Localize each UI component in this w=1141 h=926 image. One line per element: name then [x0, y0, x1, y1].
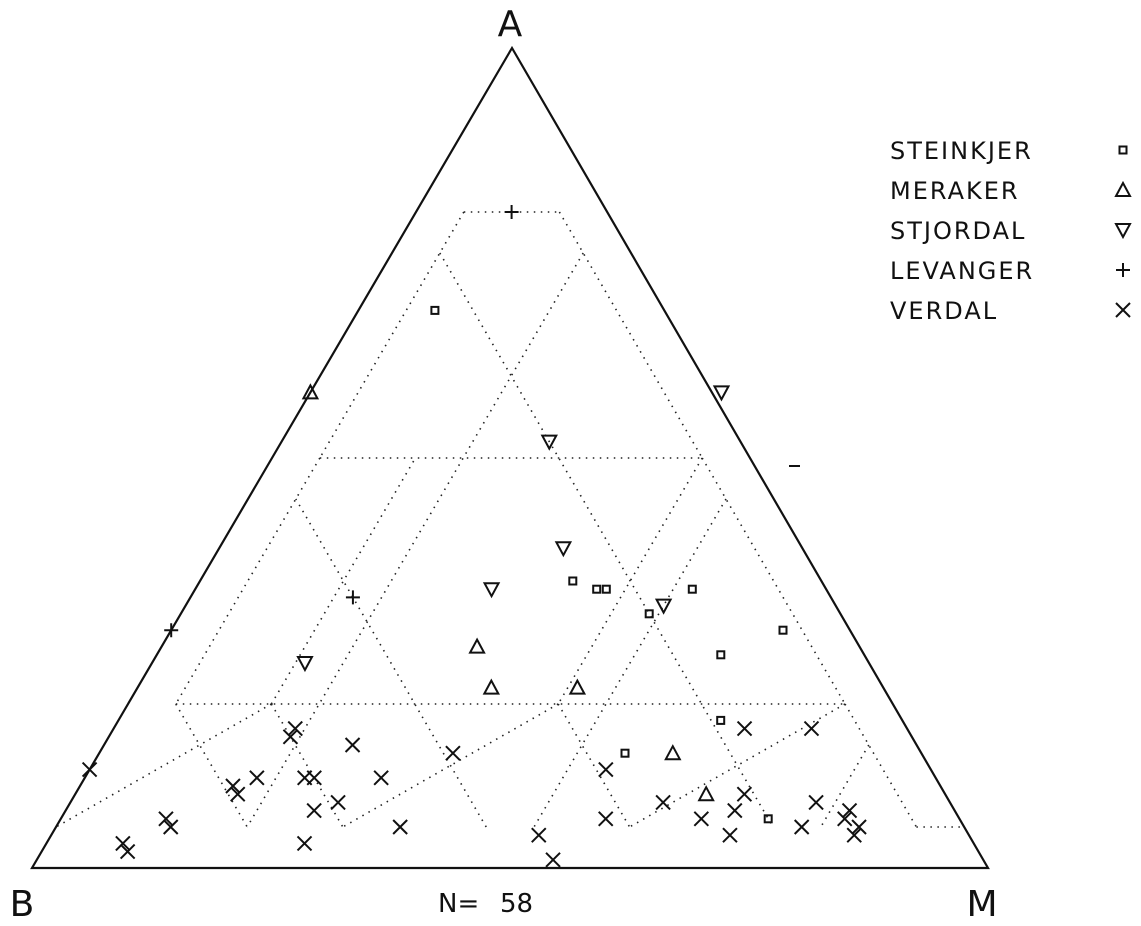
legend-marker-levanger [1116, 263, 1130, 277]
data-point-verdal [722, 827, 738, 843]
data-point-steinkjer [620, 748, 630, 758]
data-point-stjordal [712, 385, 731, 402]
data-point-verdal [655, 794, 671, 811]
data-point-verdal [545, 852, 561, 868]
data-point-verdal [373, 770, 389, 786]
n-label: N= [438, 889, 479, 919]
data-point-levanger [345, 590, 360, 605]
legend-marker-stjordal [1114, 223, 1132, 240]
grid-line [557, 703, 631, 828]
data-point-verdal [158, 811, 174, 827]
data-point-steinkjer [687, 584, 697, 594]
data-point-verdal [306, 802, 322, 819]
data-point-steinkjer [763, 814, 773, 824]
data-point-steinkjer [568, 576, 578, 586]
data-point-verdal [808, 794, 824, 811]
data-point-verdal [803, 720, 820, 737]
legend-label-verdal: VERDAL [890, 297, 998, 325]
data-point-stjordal [554, 541, 573, 558]
data-point-meraker [301, 383, 320, 400]
data-point-stjordal [540, 434, 558, 451]
data-point-stjordal [482, 582, 501, 599]
legend-marker-steinkjer [1118, 145, 1128, 155]
data-point-verdal [846, 827, 862, 843]
data-point-verdal [230, 786, 246, 802]
data-point-steinkjer [601, 584, 611, 594]
data-point-steinkjer [778, 625, 788, 635]
data-point-steinkjer [644, 609, 654, 619]
grid-line [701, 457, 846, 705]
legend-label-steinkjer: STEINKJER [890, 137, 1033, 165]
data-point-meraker [664, 744, 682, 761]
grid-lines [55, 211, 965, 828]
data-point-stjordal [654, 598, 673, 615]
data-point-verdal [296, 835, 313, 852]
data-point-verdal [736, 786, 753, 802]
data-point-verdal [693, 811, 710, 827]
n-value: 58 [500, 889, 533, 919]
data-point-verdal [793, 819, 810, 835]
grid-line [439, 252, 774, 828]
grid-line [270, 457, 417, 705]
legend-label-levanger: LEVANGER [890, 257, 1034, 285]
vertex-label-top: A [498, 4, 523, 45]
data-point-verdal [115, 835, 131, 852]
data-point-steinkjer [592, 584, 602, 594]
data-point-verdal [727, 802, 743, 819]
data-point-verdal [445, 745, 461, 761]
grid-line [55, 703, 272, 828]
data-point-verdal [841, 802, 858, 819]
data-point-verdal [851, 819, 867, 835]
data-point-verdal [225, 778, 241, 794]
data-points [81, 205, 867, 868]
vertex-label-right: M [966, 884, 997, 925]
data-point-steinkjer [716, 715, 726, 725]
data-point-verdal [598, 811, 614, 827]
data-point-steinkjer [430, 305, 440, 315]
grid-line [319, 211, 465, 459]
legend-marker-verdal [1115, 302, 1131, 318]
grid-line [175, 703, 248, 828]
grid-line [175, 457, 321, 705]
data-point-verdal [287, 720, 303, 737]
data-point-steinkjer [716, 650, 726, 660]
data-point-meraker [468, 637, 486, 654]
legend-marker-meraker [1114, 180, 1132, 197]
grid-line [295, 498, 487, 828]
grid-line [558, 211, 703, 459]
data-point-stjordal [296, 656, 314, 673]
data-point-meraker [697, 785, 715, 802]
data-point-verdal [119, 843, 136, 860]
data-point-verdal [81, 761, 98, 778]
data-point-verdal [249, 770, 265, 786]
grid-line [246, 252, 584, 828]
data-point-verdal [163, 819, 179, 835]
grid-line [844, 703, 918, 828]
data-point-verdal [344, 737, 361, 753]
data-point-verdal [736, 720, 753, 737]
data-point-verdal [282, 729, 299, 745]
data-point-levanger [164, 623, 179, 638]
data-point-verdal [598, 761, 614, 778]
legend-label-meraker: MERAKER [890, 177, 1020, 205]
data-point-levanger [504, 205, 519, 219]
data-point-meraker [482, 678, 500, 695]
data-point-verdal [837, 811, 853, 827]
data-point-verdal [531, 827, 547, 843]
legend-label-stjordal: STJORDAL [890, 217, 1026, 245]
data-point-verdal [306, 770, 322, 786]
data-point-meraker [568, 678, 587, 695]
legend: STEINKJER MERAKER STJORDAL LEVANGER VERDAL [890, 137, 1132, 325]
vertex-label-left: B [10, 884, 35, 925]
data-point-verdal [330, 794, 346, 811]
triangle-frame [30, 45, 990, 870]
grid-line [533, 498, 727, 828]
grid-line [270, 703, 344, 828]
data-point-verdal [392, 819, 408, 835]
